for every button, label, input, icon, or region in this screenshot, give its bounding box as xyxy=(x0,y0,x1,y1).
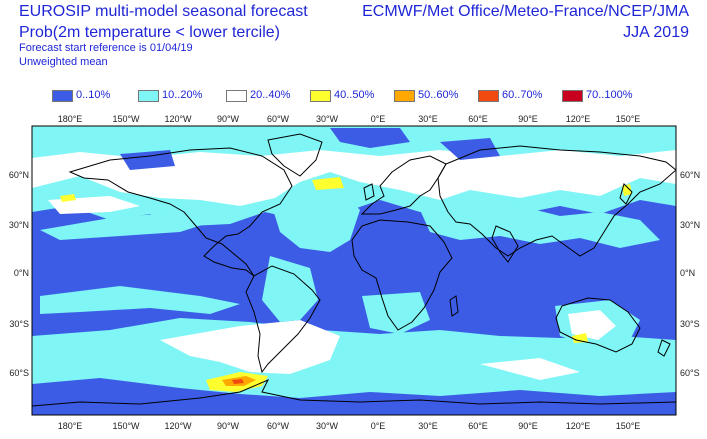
lon-label-bottom: 30°W xyxy=(316,421,339,431)
lat-label-right: 0°N xyxy=(680,268,695,278)
coast-japan xyxy=(619,183,633,205)
lon-label-top: 150°E xyxy=(616,114,641,124)
coast-uk xyxy=(363,183,375,201)
shade-asia-cyan xyxy=(420,200,660,248)
shade-s-america xyxy=(262,256,318,322)
lon-label-bottom: 150°E xyxy=(616,421,641,431)
coast-south-america xyxy=(245,265,321,374)
legend-swatch xyxy=(310,90,331,102)
lon-label-bottom: 60°W xyxy=(267,421,290,431)
shade-arctic-blue xyxy=(120,128,500,170)
probability-shading xyxy=(32,126,676,415)
coast-greenland xyxy=(267,133,323,177)
figure-variable: Prob(2m temperature < lower tercile) xyxy=(19,24,280,41)
lon-label-bottom: 120°W xyxy=(164,421,192,431)
map-frame xyxy=(31,125,677,416)
coast-antarctica xyxy=(32,379,676,407)
shade-africa-south xyxy=(362,292,430,334)
coast-north-america xyxy=(68,147,293,277)
lat-label-right: 60°N xyxy=(680,170,700,180)
lat-label-left: 60°N xyxy=(9,170,29,180)
lon-label-bottom: 30°E xyxy=(418,421,438,431)
lon-label-top: 60°W xyxy=(267,114,290,124)
lon-label-top: 30°E xyxy=(418,114,438,124)
legend-label: 40..50% xyxy=(334,89,375,101)
forecast-reference: Forecast start reference is 01/04/19 xyxy=(19,42,193,54)
lon-label-bottom: 90°W xyxy=(217,421,240,431)
lon-label-bottom: 180°E xyxy=(58,421,83,431)
legend-label: 60..70% xyxy=(502,89,543,101)
season-label: JJA 2019 xyxy=(623,24,689,41)
shade-south-white xyxy=(160,320,580,380)
shade-n-atlantic xyxy=(270,188,360,252)
legend-label: 10..20% xyxy=(162,89,203,101)
lon-label-top: 120°E xyxy=(566,114,591,124)
shade-pacific-streak-n xyxy=(40,212,205,240)
coast-new-zealand xyxy=(657,339,671,357)
lon-label-bottom: 0°E xyxy=(371,421,386,431)
lon-label-top: 180°E xyxy=(58,114,83,124)
lat-label-left: 60°S xyxy=(9,368,29,378)
lat-label-right: 30°S xyxy=(680,319,700,329)
lat-label-right: 60°S xyxy=(680,368,700,378)
lon-label-top: 30°W xyxy=(316,114,339,124)
shade-yellow-japan xyxy=(622,184,632,196)
centres-list: ECMWF/Met Office/Meteo-France/NCEP/JMA xyxy=(362,3,689,20)
legend-swatch xyxy=(478,90,499,102)
lat-label-right: 30°N xyxy=(680,220,700,230)
lon-label-bottom: 120°E xyxy=(566,421,591,431)
lon-label-top: 150°W xyxy=(112,114,140,124)
legend-swatch xyxy=(394,90,415,102)
lon-label-top: 0°E xyxy=(371,114,386,124)
shade-south-blue xyxy=(32,378,676,415)
figure-title: EUROSIP multi-model seasonal forecast xyxy=(19,3,308,20)
shade-red-antarctic xyxy=(232,379,244,384)
legend-label: 20..40% xyxy=(250,89,291,101)
legend-swatch xyxy=(52,90,73,102)
shade-yellow-pacific xyxy=(60,194,76,202)
lat-label-left: 30°S xyxy=(9,319,29,329)
coastlines xyxy=(32,133,676,407)
weighting-note: Unweighted mean xyxy=(19,56,108,68)
lat-label-left: 30°N xyxy=(9,220,29,230)
lat-label-left: 0°N xyxy=(14,268,29,278)
legend-label: 0..10% xyxy=(76,89,111,101)
shade-north-white xyxy=(32,140,676,206)
lon-label-top: 120°W xyxy=(164,114,192,124)
shade-pacific-streak-s xyxy=(40,286,240,314)
lon-label-top: 60°E xyxy=(468,114,488,124)
lon-label-bottom: 90°E xyxy=(518,421,538,431)
legend-label: 70..100% xyxy=(586,89,633,101)
legend-swatch xyxy=(562,90,583,102)
coast-australia xyxy=(555,297,641,353)
lon-label-top: 90°W xyxy=(217,114,240,124)
lon-label-bottom: 150°W xyxy=(112,421,140,431)
shade-yellow-atlantic xyxy=(312,177,344,190)
lon-label-top: 90°E xyxy=(518,114,538,124)
coast-asia xyxy=(437,145,676,257)
coast-africa xyxy=(351,219,453,331)
coast-india xyxy=(491,225,519,263)
shade-australia-white xyxy=(568,310,616,340)
legend-swatch xyxy=(226,90,247,102)
lon-label-bottom: 60°E xyxy=(468,421,488,431)
legend-swatch xyxy=(138,90,159,102)
coast-madagascar xyxy=(449,295,459,317)
legend-label: 50..60% xyxy=(418,89,459,101)
